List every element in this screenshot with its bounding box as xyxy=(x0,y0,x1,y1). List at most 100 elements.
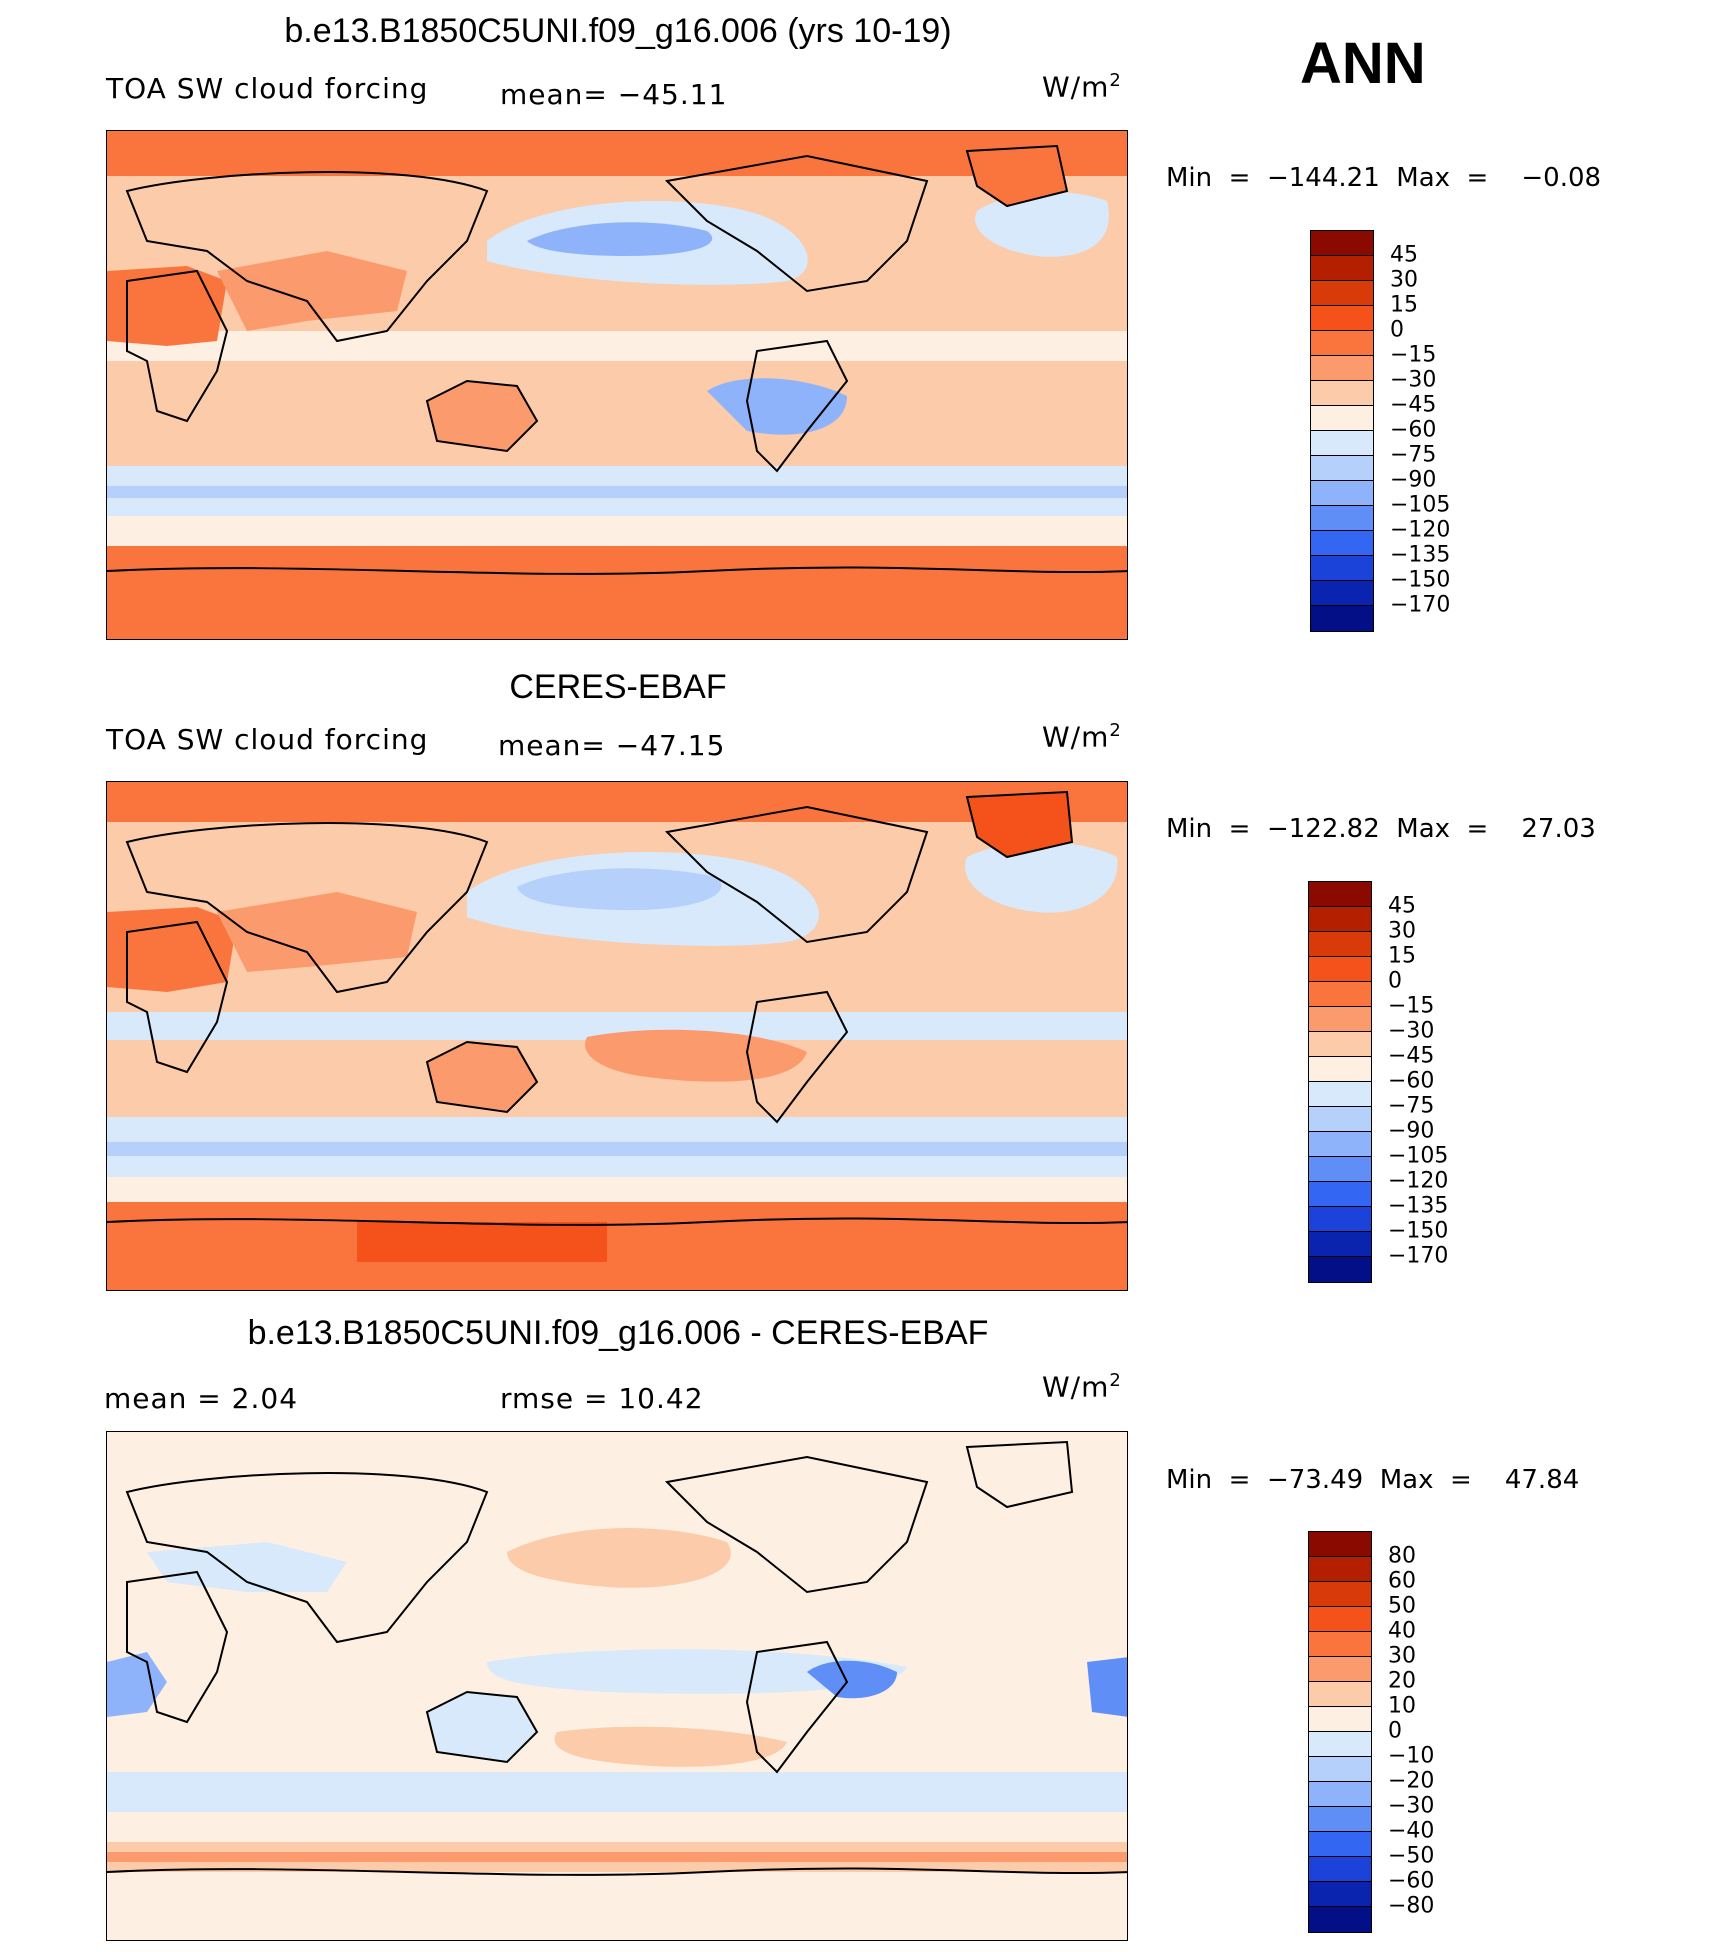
colorbar-tick-label: −90 xyxy=(1390,467,1437,493)
antarctic-band xyxy=(107,1202,1127,1290)
north-pacific-cloud-core xyxy=(527,222,713,256)
colorbar-tick-label: −105 xyxy=(1388,1143,1449,1169)
colorbar-segment xyxy=(1309,1732,1371,1757)
panel-2-mean-label: mean= −47.15 xyxy=(498,729,726,762)
panel-2-variable-label: TOA SW cloud forcing xyxy=(106,723,429,756)
colorbar-segment xyxy=(1311,306,1373,331)
south-america-coastline xyxy=(745,339,849,473)
colorbar-segment xyxy=(1309,1707,1371,1732)
north-america-coastline xyxy=(664,805,929,944)
eurasia-coastline xyxy=(125,171,489,343)
colorbar-segment xyxy=(1311,331,1373,356)
greenland-landmass xyxy=(965,1440,1074,1509)
colorbar-segment xyxy=(1311,231,1373,256)
southern-ocean-transition xyxy=(107,1177,1127,1202)
arctic-band xyxy=(107,782,1127,822)
panel-2-map xyxy=(106,781,1128,1291)
colorbar-segment xyxy=(1309,1032,1371,1057)
south-america-coastline xyxy=(745,1640,849,1774)
africa-coastline xyxy=(126,920,229,1074)
southern-ocean-cloud xyxy=(107,1142,1127,1156)
colorbar-tick-label: 20 xyxy=(1388,1668,1416,1694)
colorbar-tick-label: 40 xyxy=(1388,1618,1416,1644)
colorbar-tick-label: −150 xyxy=(1390,567,1451,593)
atlantic-negative-east xyxy=(1087,1657,1127,1717)
colorbar-segment xyxy=(1309,1807,1371,1832)
colorbar-tick-label: −135 xyxy=(1388,1193,1449,1219)
panel-2-colorbar-labels: 45 30 15 0 −15 −30 −45 −60 −75 −90 −105 −120 −135 −15… xyxy=(1388,881,1468,1281)
colorbar-tick-label: −50 xyxy=(1388,1843,1435,1869)
east-pacific-negative xyxy=(807,1660,897,1699)
panel-2-map-svg xyxy=(107,782,1127,1290)
colorbar-segment xyxy=(1311,606,1373,631)
colorbar-segment xyxy=(1309,1007,1371,1032)
colorbar-segment xyxy=(1309,907,1371,932)
colorbar-segment xyxy=(1311,456,1373,481)
atlantic-negative xyxy=(107,1652,167,1717)
colorbar-tick-label: −20 xyxy=(1388,1768,1435,1794)
africa-coastline xyxy=(126,269,229,423)
pacific-stratocumulus xyxy=(585,1029,807,1082)
panel-1-units: W/m2 xyxy=(1042,70,1122,104)
sahara-region xyxy=(107,907,237,992)
colorbar-segment xyxy=(1311,556,1373,581)
panel-3-min-max: Min = −73.49 Max = 47.84 xyxy=(1166,1465,1580,1495)
panel-1-title: b.e13.B1850C5UNI.f09_g16.006 (yrs 10-19) xyxy=(284,12,952,50)
colorbar-tick-label: 30 xyxy=(1388,1643,1416,1669)
panel-3-units: W/m2 xyxy=(1042,1370,1122,1404)
colorbar-segment xyxy=(1309,1132,1371,1157)
antarctic-band xyxy=(107,546,1127,639)
colorbar-tick-label: −105 xyxy=(1390,492,1451,518)
arctic-band xyxy=(107,131,1127,176)
colorbar-segment xyxy=(1309,1557,1371,1582)
colorbar-tick-label: 30 xyxy=(1388,918,1416,944)
panel-3-colorbar xyxy=(1308,1531,1372,1933)
panel-2-units: W/m2 xyxy=(1042,720,1122,754)
sahara-region xyxy=(107,266,227,346)
colorbar-segment xyxy=(1311,581,1373,606)
panel-3-map-svg xyxy=(107,1432,1127,1940)
colorbar-segment xyxy=(1311,281,1373,306)
panel-1-map xyxy=(106,130,1128,640)
greenland-landmass xyxy=(965,790,1074,859)
colorbar-tick-label: 30 xyxy=(1390,267,1418,293)
colorbar-tick-label: −60 xyxy=(1388,1068,1435,1094)
southern-ocean-positive-core xyxy=(107,1852,1127,1862)
colorbar-segment xyxy=(1309,982,1371,1007)
colorbar-tick-label: −30 xyxy=(1388,1018,1435,1044)
colorbar-tick-label: 50 xyxy=(1388,1593,1416,1619)
north-atlantic-cloud xyxy=(965,842,1118,913)
panel-1-colorbar-labels: 45 30 15 0 −15 −30 −45 −60 −75 −90 −105 −120 −135 −15… xyxy=(1390,230,1470,630)
colorbar-segment xyxy=(1311,431,1373,456)
colorbar-segment xyxy=(1309,882,1371,907)
panel-3-map xyxy=(106,1431,1128,1941)
colorbar-segment xyxy=(1311,381,1373,406)
asia-region xyxy=(217,892,417,972)
season-label: ANN xyxy=(1300,31,1426,96)
panel-2-min-max: Min = −122.82 Max = 27.03 xyxy=(1166,814,1596,844)
colorbar-tick-label: −80 xyxy=(1388,1893,1435,1919)
tropical-negative-band xyxy=(487,1649,907,1694)
southern-ocean-transition xyxy=(107,516,1127,546)
colorbar-segment xyxy=(1311,356,1373,381)
colorbar-tick-label: −120 xyxy=(1390,517,1451,543)
eurasia-coastline xyxy=(125,1472,489,1644)
north-pacific-positive xyxy=(507,1528,731,1588)
panel-2-colorbar xyxy=(1308,881,1372,1283)
panel-1-mean-label: mean= −45.11 xyxy=(500,78,728,111)
colorbar-segment xyxy=(1309,932,1371,957)
colorbar-tick-label: 45 xyxy=(1388,893,1416,919)
panel-1-map-svg xyxy=(107,131,1127,639)
colorbar-segment xyxy=(1309,1682,1371,1707)
panel-1-colorbar xyxy=(1310,230,1374,632)
colorbar-tick-label: −30 xyxy=(1388,1793,1435,1819)
panel-2-title: CERES-EBAF xyxy=(509,668,727,706)
colorbar-segment xyxy=(1311,256,1373,281)
colorbar-tick-label: −120 xyxy=(1388,1168,1449,1194)
colorbar-tick-label: 10 xyxy=(1388,1693,1416,1719)
colorbar-tick-label: −40 xyxy=(1388,1818,1435,1844)
tropical-band xyxy=(107,331,1127,361)
colorbar-tick-label: 0 xyxy=(1388,1718,1402,1744)
southern-ocean-cloud xyxy=(107,486,1127,498)
colorbar-segment xyxy=(1309,1607,1371,1632)
